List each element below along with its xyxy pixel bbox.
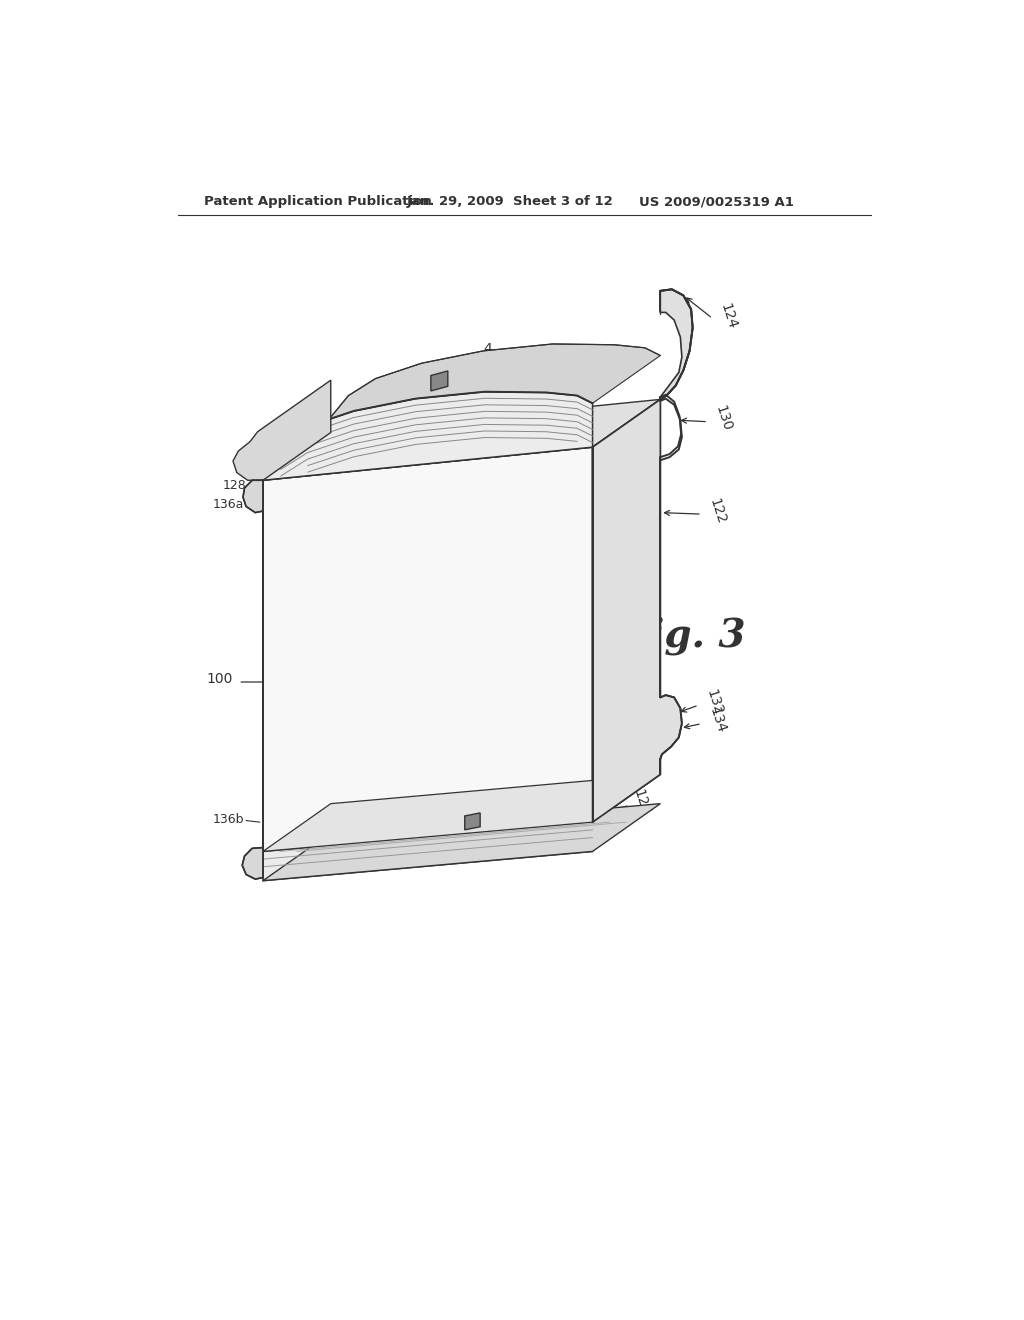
Text: 136a: 136a	[213, 499, 245, 511]
Polygon shape	[593, 400, 660, 822]
Polygon shape	[233, 380, 331, 480]
Polygon shape	[263, 447, 593, 851]
Polygon shape	[263, 804, 660, 880]
Polygon shape	[263, 392, 593, 480]
Polygon shape	[263, 775, 660, 851]
Polygon shape	[263, 345, 660, 465]
Text: 132: 132	[703, 688, 725, 717]
Text: 126: 126	[631, 787, 652, 817]
Text: 100: 100	[206, 672, 232, 686]
Text: 4: 4	[511, 804, 520, 818]
Text: 4: 4	[483, 342, 492, 356]
Polygon shape	[263, 400, 660, 480]
Text: 122: 122	[707, 496, 728, 525]
Text: 124: 124	[717, 301, 738, 331]
Text: 128: 128	[222, 479, 246, 492]
Text: 130: 130	[713, 404, 734, 433]
Polygon shape	[431, 371, 447, 391]
Polygon shape	[243, 847, 263, 879]
Text: Patent Application Publication: Patent Application Publication	[204, 195, 431, 209]
Text: 136b: 136b	[213, 813, 245, 825]
Polygon shape	[465, 813, 480, 830]
Text: Jan. 29, 2009  Sheet 3 of 12: Jan. 29, 2009 Sheet 3 of 12	[407, 195, 613, 209]
Polygon shape	[243, 480, 263, 512]
Polygon shape	[263, 822, 593, 880]
Text: 120: 120	[267, 742, 294, 755]
Text: Fig. 3: Fig. 3	[624, 616, 746, 655]
Text: 134: 134	[707, 706, 728, 735]
Text: US 2009/0025319 A1: US 2009/0025319 A1	[639, 195, 794, 209]
Polygon shape	[593, 289, 692, 822]
